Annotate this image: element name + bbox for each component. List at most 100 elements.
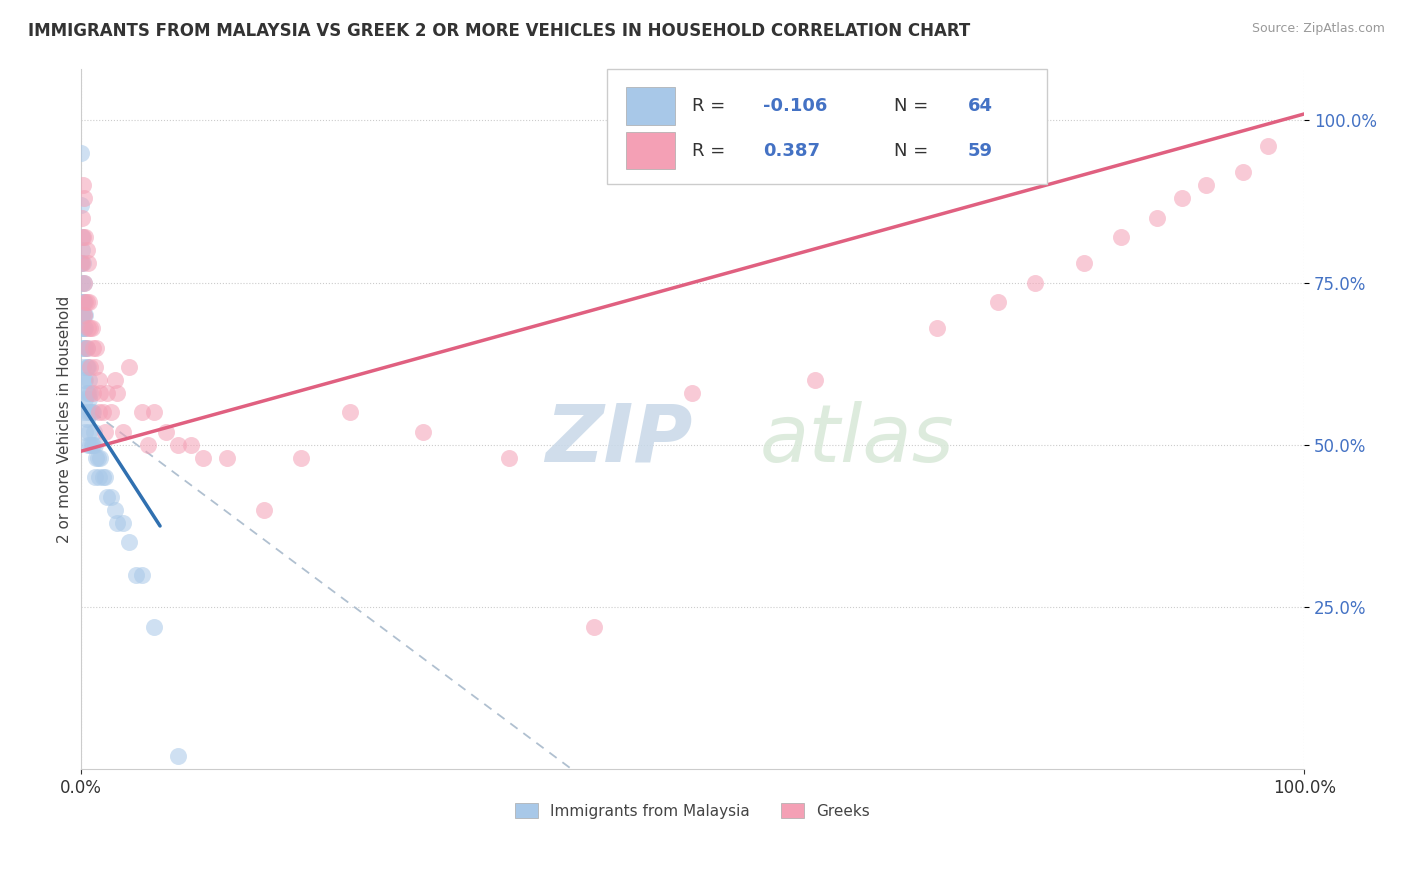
Point — [498, 450, 520, 465]
Point — [77, 425, 100, 439]
Point — [412, 425, 434, 439]
Point — [75, 321, 97, 335]
Point — [253, 502, 276, 516]
Point — [70, 256, 93, 270]
Point — [112, 516, 135, 530]
Text: R =: R = — [692, 96, 731, 115]
Text: IMMIGRANTS FROM MALAYSIA VS GREEK 2 OR MORE VEHICLES IN HOUSEHOLD CORRELATION CH: IMMIGRANTS FROM MALAYSIA VS GREEK 2 OR M… — [28, 22, 970, 40]
Point — [79, 405, 101, 419]
Point — [72, 276, 94, 290]
Y-axis label: 2 or more Vehicles in Household: 2 or more Vehicles in Household — [58, 295, 72, 542]
Point — [76, 243, 98, 257]
Point — [72, 359, 94, 374]
Text: -0.106: -0.106 — [763, 96, 828, 115]
Point — [803, 373, 825, 387]
Point — [87, 373, 110, 387]
Point — [217, 450, 239, 465]
Point — [104, 373, 127, 387]
Text: N =: N = — [894, 96, 934, 115]
Point — [73, 341, 96, 355]
Point — [681, 386, 703, 401]
Point — [72, 243, 94, 257]
Point — [105, 516, 128, 530]
Point — [96, 386, 118, 401]
Point — [72, 341, 94, 355]
Point — [83, 425, 105, 439]
Point — [583, 619, 606, 633]
Point — [79, 321, 101, 335]
Point — [70, 211, 93, 225]
Point — [73, 321, 96, 335]
Point — [124, 567, 146, 582]
Point — [72, 230, 94, 244]
Point — [142, 619, 165, 633]
Point — [70, 198, 93, 212]
Point — [191, 450, 214, 465]
Text: atlas: atlas — [759, 401, 955, 479]
Point — [80, 405, 103, 419]
Point — [76, 321, 98, 335]
Text: 0.387: 0.387 — [763, 142, 820, 160]
Point — [76, 256, 98, 270]
Point — [76, 359, 98, 374]
Point — [131, 405, 153, 419]
Point — [87, 405, 110, 419]
Point — [84, 359, 107, 374]
Point — [91, 470, 114, 484]
Point — [180, 438, 202, 452]
Point — [94, 425, 117, 439]
Point — [89, 386, 111, 401]
Point — [72, 178, 94, 193]
Point — [79, 386, 101, 401]
Point — [72, 321, 94, 335]
Point — [77, 373, 100, 387]
Point — [76, 341, 98, 355]
Point — [75, 373, 97, 387]
Point — [290, 450, 312, 465]
Text: N =: N = — [894, 142, 934, 160]
Point — [94, 470, 117, 484]
Point — [76, 405, 98, 419]
Point — [105, 386, 128, 401]
Point — [87, 470, 110, 484]
Point — [104, 502, 127, 516]
Point — [79, 359, 101, 374]
Text: R =: R = — [692, 142, 737, 160]
Point — [80, 321, 103, 335]
Point — [82, 438, 104, 452]
Point — [72, 295, 94, 310]
Point — [73, 191, 96, 205]
Point — [73, 308, 96, 322]
Point — [1232, 165, 1254, 179]
Point — [927, 321, 949, 335]
Point — [82, 405, 104, 419]
Point — [112, 425, 135, 439]
Point — [1109, 230, 1132, 244]
Point — [118, 359, 141, 374]
Point — [72, 308, 94, 322]
Point — [1171, 191, 1194, 205]
Point — [339, 405, 361, 419]
Point — [142, 405, 165, 419]
Point — [96, 490, 118, 504]
Point — [86, 450, 108, 465]
Point — [73, 405, 96, 419]
Point — [84, 470, 107, 484]
Point — [70, 308, 93, 322]
Point — [167, 749, 190, 764]
Point — [84, 438, 107, 452]
Point — [77, 295, 100, 310]
Point — [73, 276, 96, 290]
Legend: Immigrants from Malaysia, Greeks: Immigrants from Malaysia, Greeks — [509, 797, 876, 825]
Text: ZIP: ZIP — [546, 401, 693, 479]
Point — [72, 295, 94, 310]
Text: Source: ZipAtlas.com: Source: ZipAtlas.com — [1251, 22, 1385, 36]
Point — [76, 438, 98, 452]
Point — [70, 230, 93, 244]
Point — [167, 438, 190, 452]
Point — [73, 308, 96, 322]
Point — [72, 256, 94, 270]
Point — [70, 276, 93, 290]
Point — [1073, 256, 1095, 270]
Point — [75, 392, 97, 407]
